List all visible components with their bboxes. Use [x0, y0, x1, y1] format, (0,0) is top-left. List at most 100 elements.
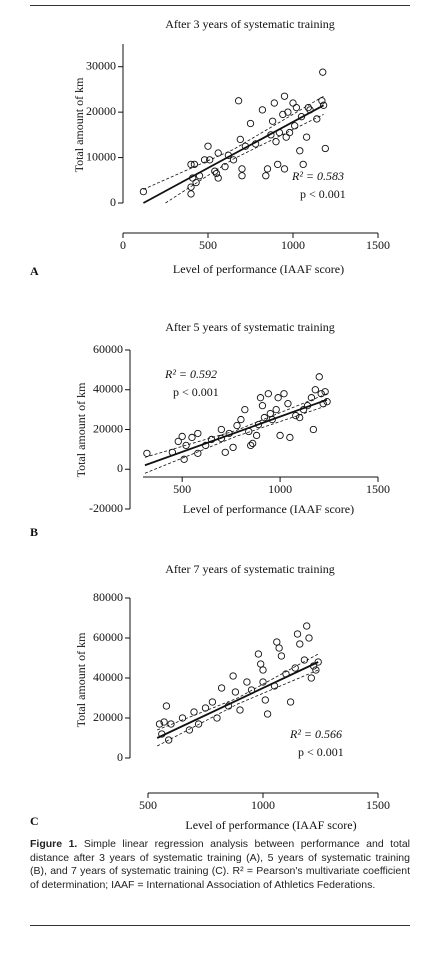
data-point — [286, 433, 294, 442]
x-tick-label: 1500 — [366, 238, 390, 252]
ci-upper-line — [144, 393, 328, 458]
data-point — [307, 674, 315, 682]
data-point — [286, 698, 295, 706]
x-tick-label: 500 — [199, 238, 217, 252]
data-point — [213, 714, 221, 722]
chart-title: After 5 years of systematic training — [165, 320, 335, 334]
data-point — [162, 702, 171, 710]
data-point — [201, 704, 210, 712]
caption: Figure 1. Simple linear regression analy… — [30, 838, 410, 892]
data-point — [274, 394, 282, 402]
data-point — [270, 682, 279, 690]
data-point — [241, 142, 250, 150]
data-point — [263, 710, 272, 718]
data-point — [256, 394, 265, 402]
data-point — [307, 394, 316, 402]
data-point — [217, 684, 226, 692]
regression-line — [142, 104, 325, 204]
y-tick-label: 10000 — [86, 149, 116, 163]
bottom-rule — [30, 925, 410, 926]
x-tick-label: 1500 — [366, 482, 390, 496]
annotation: p < 0.001 — [300, 187, 346, 201]
data-point — [238, 172, 246, 180]
data-point — [317, 390, 325, 398]
data-point — [168, 448, 177, 457]
annotation: R² = 0.583 — [291, 169, 344, 183]
data-point — [266, 409, 274, 418]
y-tick-label: -20000 — [89, 501, 123, 515]
data-point — [273, 638, 281, 646]
data-point — [302, 133, 311, 141]
chart-title: After 7 years of systematic training — [165, 562, 335, 576]
data-point — [276, 431, 284, 440]
data-point — [304, 103, 312, 112]
data-point — [318, 97, 326, 105]
data-point — [160, 718, 168, 726]
regression-line — [156, 661, 319, 739]
data-point — [254, 650, 263, 658]
data-point — [194, 449, 202, 457]
data-point — [165, 736, 173, 744]
x-tick-label: 1000 — [281, 238, 305, 252]
data-point — [167, 720, 175, 728]
data-point — [158, 730, 166, 738]
panel-label: B — [30, 525, 38, 539]
data-point — [207, 435, 216, 444]
data-point — [187, 190, 195, 198]
data-point — [321, 144, 329, 153]
data-point — [280, 92, 289, 100]
data-point — [303, 622, 311, 630]
y-axis-label: Total amount of km — [74, 382, 88, 477]
y-tick-label: 0 — [117, 750, 123, 764]
data-point — [254, 420, 263, 429]
data-point — [319, 101, 328, 109]
annotation: p < 0.001 — [298, 745, 344, 759]
data-point — [319, 400, 327, 408]
data-point — [225, 429, 233, 438]
y-tick-label: 60000 — [93, 630, 123, 644]
data-point — [305, 634, 313, 642]
x-tick-label: 1500 — [366, 798, 390, 812]
data-point — [241, 405, 249, 414]
data-point — [309, 662, 318, 670]
annotation: R² = 0.592 — [164, 367, 217, 381]
data-point — [245, 427, 253, 436]
x-tick-label: 0 — [120, 238, 126, 252]
data-point — [306, 106, 314, 114]
caption-text: Simple linear regression analysis betwee… — [30, 838, 411, 891]
y-tick-label: 30000 — [86, 58, 116, 72]
data-point — [259, 678, 267, 686]
data-point — [224, 151, 233, 159]
top-rule — [30, 5, 410, 6]
data-point — [268, 415, 276, 424]
data-point — [275, 644, 283, 652]
data-point — [229, 156, 238, 164]
data-point — [208, 698, 217, 706]
data-point — [178, 714, 187, 722]
data-point — [303, 401, 312, 410]
data-point — [291, 122, 299, 130]
chart-title: After 3 years of systematic training — [165, 17, 335, 31]
data-point — [249, 439, 257, 448]
data-point — [280, 390, 288, 398]
x-axis-label: Level of performance (IAAF score) — [173, 262, 344, 276]
data-point — [188, 433, 196, 442]
y-axis-label: Total amount of km — [74, 632, 88, 727]
data-point — [229, 443, 237, 452]
data-point — [190, 708, 198, 716]
ci-lower-line — [157, 669, 319, 747]
caption-label: Figure 1. — [30, 838, 78, 850]
data-point — [319, 68, 327, 76]
y-tick-label: 0 — [117, 461, 123, 475]
data-point — [313, 115, 321, 123]
data-point — [246, 119, 255, 128]
data-point — [202, 441, 210, 450]
data-point — [297, 113, 306, 121]
data-point — [139, 187, 148, 196]
data-point — [267, 131, 275, 139]
data-point — [194, 429, 202, 438]
ci-upper-line — [143, 95, 324, 190]
data-point — [259, 666, 267, 674]
data-point — [300, 656, 309, 664]
data-point — [143, 449, 151, 457]
